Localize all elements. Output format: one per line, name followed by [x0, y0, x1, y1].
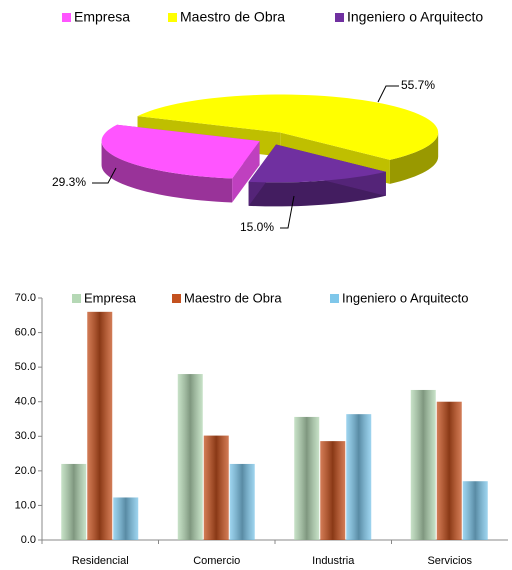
legend-label: Maestro de Obra [184, 290, 282, 305]
bar [436, 401, 462, 540]
legend-swatch [330, 294, 339, 303]
legend-label: Ingeniero o Arquitecto [347, 9, 483, 25]
y-tick-label: 60.0 [15, 326, 36, 338]
slice-side [389, 132, 439, 184]
legend-label: Empresa [84, 290, 137, 305]
legend-swatch [335, 13, 344, 22]
legend-swatch [172, 294, 181, 303]
bar [462, 481, 488, 540]
y-tick-label: 70.0 [15, 292, 36, 304]
leader-line [280, 195, 295, 229]
bar [410, 389, 436, 540]
legend-label: Maestro de Obra [180, 9, 285, 25]
x-tick-label: Comercio [193, 555, 240, 567]
bar [229, 463, 255, 540]
slice-side [101, 141, 233, 203]
y-tick-label: 0.0 [21, 534, 36, 546]
y-tick-label: 20.0 [15, 465, 36, 477]
legend-label: Ingeniero o Arquitecto [342, 290, 468, 305]
x-tick-label: Residencial [72, 555, 129, 567]
pie-slice [101, 124, 260, 179]
bar [87, 311, 113, 540]
bar [203, 435, 229, 540]
bar [61, 463, 87, 540]
legend-swatch [62, 13, 71, 22]
bar [177, 374, 203, 540]
legend-swatch [72, 294, 81, 303]
legend-swatch [168, 13, 177, 22]
y-tick-label: 10.0 [15, 499, 36, 511]
data-label: 29.3% [52, 175, 86, 189]
data-label: 15.0% [240, 220, 274, 234]
bar [320, 441, 346, 540]
x-tick-label: Servicios [427, 555, 472, 567]
data-label: 55.7% [401, 78, 435, 92]
pie-slice [248, 144, 386, 183]
pie-slice [137, 94, 439, 160]
leader-line [377, 85, 399, 103]
legend-label: Empresa [74, 9, 130, 25]
y-tick-label: 30.0 [15, 430, 36, 442]
leader-line [92, 167, 117, 184]
y-tick-label: 40.0 [15, 396, 36, 408]
bar [113, 497, 139, 540]
y-tick-label: 50.0 [15, 361, 36, 373]
x-tick-label: Industria [312, 555, 355, 567]
bar [346, 414, 372, 540]
bar [294, 416, 320, 540]
